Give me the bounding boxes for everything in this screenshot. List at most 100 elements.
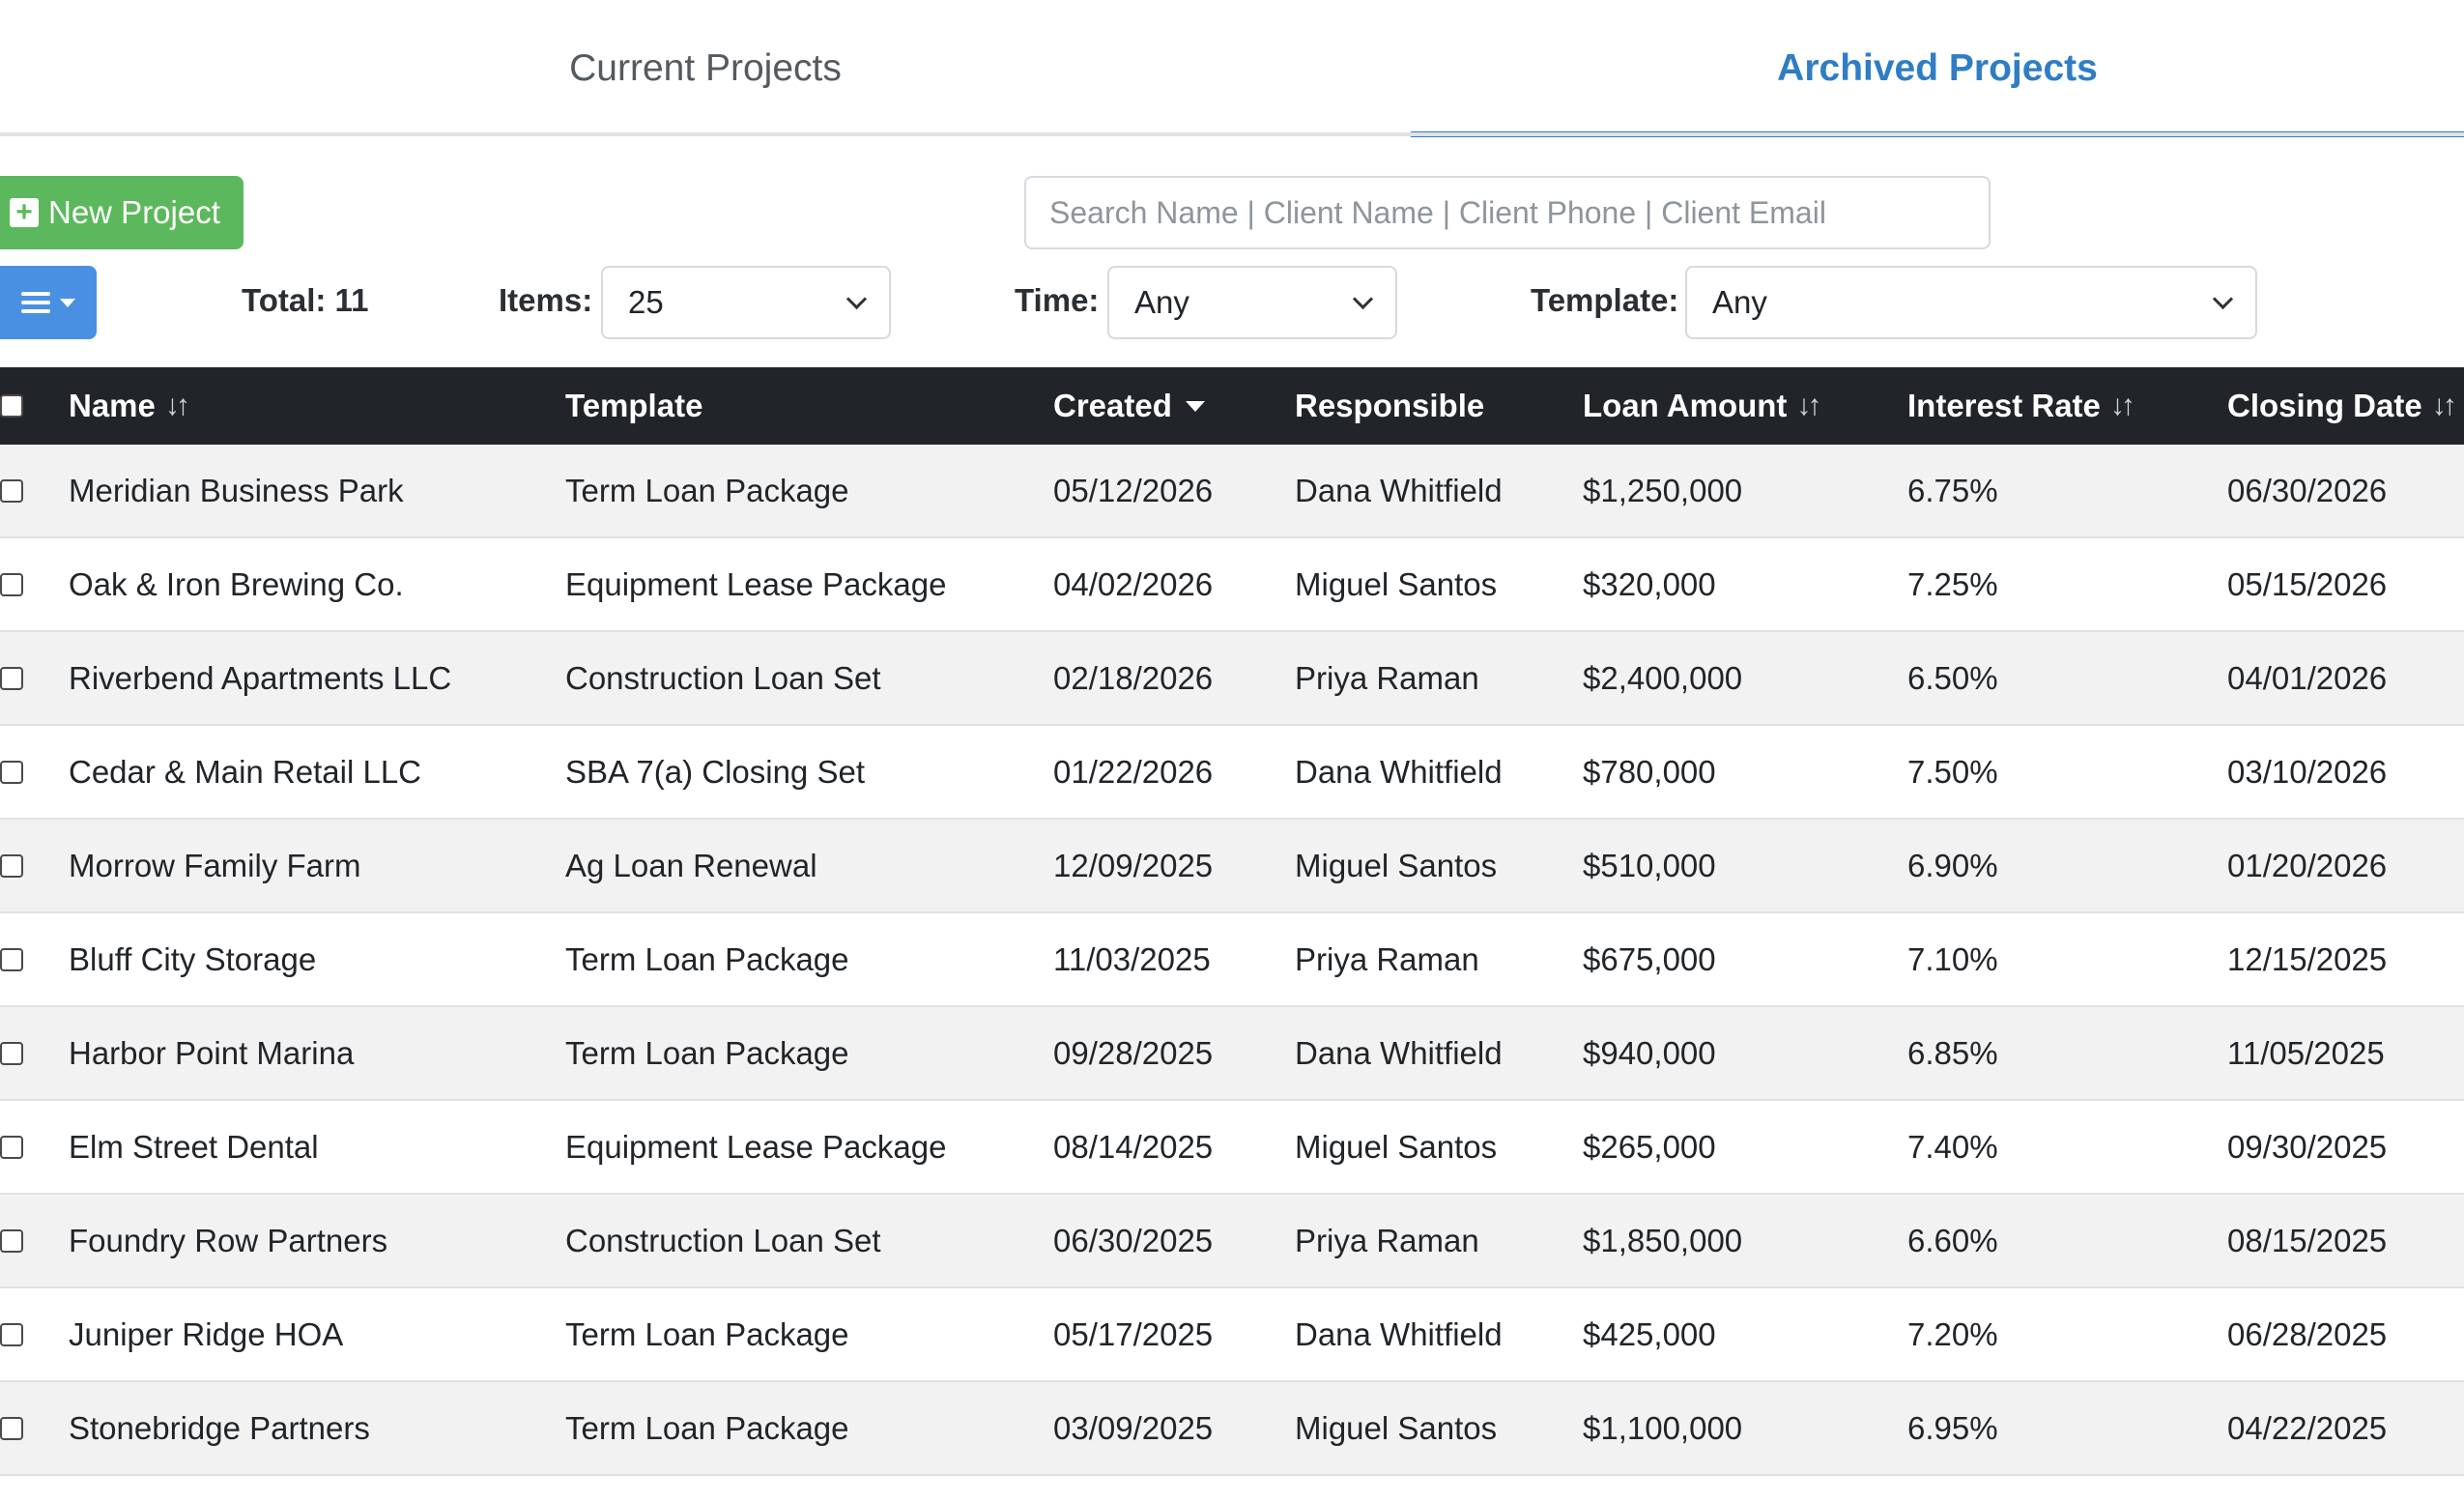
table-row[interactable]: Bluff City Storage Term Loan Package 11/… xyxy=(0,913,2464,1007)
chevron-down-icon xyxy=(1352,288,1374,309)
cell-responsible: Dana Whitfield xyxy=(1295,1315,1503,1352)
table-row[interactable]: Oak & Iron Brewing Co. Equipment Lease P… xyxy=(0,538,2464,632)
new-project-button[interactable]: + New Project xyxy=(0,176,244,249)
template-filter-value: Any xyxy=(1712,284,1767,320)
row-select-cell xyxy=(0,726,23,818)
items-label: Items: xyxy=(499,282,593,318)
cell-responsible: Miguel Santos xyxy=(1295,1128,1498,1165)
tab-current-projects-label: Current Projects xyxy=(569,47,842,89)
projects-table: Name ↓↑ Template Created Responsible Loa… xyxy=(0,367,2464,1476)
cell-created: 12/09/2025 xyxy=(1053,847,1214,883)
row-checkbox[interactable] xyxy=(0,760,23,784)
cell-interest-rate: 6.50% xyxy=(1907,659,1998,696)
tab-current-projects[interactable]: Current Projects xyxy=(0,0,1411,137)
search-input[interactable] xyxy=(1024,176,1991,249)
cell-responsible: Priya Raman xyxy=(1295,659,1479,696)
row-checkbox[interactable] xyxy=(0,1416,23,1440)
tab-archived-projects[interactable]: Archived Projects xyxy=(1411,0,2464,137)
cell-template: Construction Loan Set xyxy=(565,1222,881,1258)
cell-template: Equipment Lease Package xyxy=(565,565,947,602)
cell-name[interactable]: Cedar & Main Retail LLC xyxy=(69,753,421,790)
cell-template: Term Loan Package xyxy=(565,1409,849,1446)
cell-closing-date: 06/28/2025 xyxy=(2227,1315,2388,1352)
column-header-name-label: Name xyxy=(69,388,156,423)
column-header-name[interactable]: Name ↓↑ xyxy=(69,367,190,445)
column-header-responsible-label: Responsible xyxy=(1295,388,1485,423)
row-checkbox[interactable] xyxy=(0,1228,23,1253)
cell-loan-amount: $940,000 xyxy=(1583,1034,1716,1071)
template-filter-select[interactable]: Any xyxy=(1685,266,2257,339)
cell-interest-rate: 6.75% xyxy=(1907,472,1998,508)
row-checkbox[interactable] xyxy=(0,666,23,690)
table-row[interactable]: Meridian Business Park Term Loan Package… xyxy=(0,445,2464,538)
plus-square-icon: + xyxy=(10,198,39,227)
row-checkbox[interactable] xyxy=(0,572,23,596)
table-row[interactable]: Juniper Ridge HOA Term Loan Package 05/1… xyxy=(0,1288,2464,1382)
cell-name[interactable]: Morrow Family Farm xyxy=(69,847,361,883)
cell-closing-date: 08/15/2025 xyxy=(2227,1222,2388,1258)
cell-created: 09/28/2025 xyxy=(1053,1034,1214,1071)
cell-loan-amount: $1,250,000 xyxy=(1583,472,1743,508)
row-select-cell xyxy=(0,820,23,911)
row-checkbox[interactable] xyxy=(0,1322,23,1346)
table-row[interactable]: Riverbend Apartments LLC Construction Lo… xyxy=(0,632,2464,726)
cell-name[interactable]: Harbor Point Marina xyxy=(69,1034,355,1071)
tabs-divider xyxy=(0,132,2464,136)
new-project-label: New Project xyxy=(48,194,220,230)
cell-closing-date: 06/30/2026 xyxy=(2227,472,2388,508)
column-header-interest-rate-label: Interest Rate xyxy=(1907,388,2101,423)
time-filter-select[interactable]: Any xyxy=(1107,266,1397,339)
row-checkbox[interactable] xyxy=(0,1041,23,1065)
cell-loan-amount: $425,000 xyxy=(1583,1315,1716,1352)
cell-created: 08/14/2025 xyxy=(1053,1128,1214,1165)
bulk-actions-menu-button[interactable] xyxy=(0,266,97,339)
row-select-cell xyxy=(0,538,23,630)
table-row[interactable]: Morrow Family Farm Ag Loan Renewal 12/09… xyxy=(0,820,2464,913)
row-checkbox[interactable] xyxy=(0,947,23,971)
cell-interest-rate: 6.90% xyxy=(1907,847,1998,883)
cell-name[interactable]: Oak & Iron Brewing Co. xyxy=(69,565,404,602)
cell-closing-date: 05/15/2026 xyxy=(2227,565,2388,602)
hamburger-menu-icon xyxy=(21,292,50,313)
table-row[interactable]: Cedar & Main Retail LLC SBA 7(a) Closing… xyxy=(0,726,2464,820)
cell-closing-date: 04/22/2025 xyxy=(2227,1409,2388,1446)
chevron-down-icon xyxy=(2212,288,2234,309)
cell-name[interactable]: Meridian Business Park xyxy=(69,472,404,508)
cell-name[interactable]: Juniper Ridge HOA xyxy=(69,1315,344,1352)
caret-down-icon xyxy=(60,298,75,307)
cell-created: 11/03/2025 xyxy=(1053,940,1211,977)
table-row[interactable]: Harbor Point Marina Term Loan Package 09… xyxy=(0,1007,2464,1101)
table-row[interactable]: Stonebridge Partners Term Loan Package 0… xyxy=(0,1382,2464,1476)
select-all-checkbox[interactable] xyxy=(0,394,23,418)
column-header-closing-date[interactable]: Closing Date ↓↑ xyxy=(2227,367,2457,445)
column-header-responsible: Responsible xyxy=(1295,367,1484,445)
cell-loan-amount: $780,000 xyxy=(1583,753,1716,790)
cell-interest-rate: 6.60% xyxy=(1907,1222,1998,1258)
row-checkbox[interactable] xyxy=(0,478,23,503)
cell-closing-date: 04/01/2026 xyxy=(2227,659,2388,696)
column-header-loan-amount[interactable]: Loan Amount ↓↑ xyxy=(1583,367,1821,445)
sort-arrows-icon: ↓↑ xyxy=(1796,390,1821,421)
cell-name[interactable]: Elm Street Dental xyxy=(69,1128,319,1165)
row-checkbox[interactable] xyxy=(0,853,23,878)
cell-template: Term Loan Package xyxy=(565,1034,849,1071)
total-count: Total: 11 xyxy=(242,282,369,318)
cell-name[interactable]: Stonebridge Partners xyxy=(69,1409,370,1446)
cell-created: 02/18/2026 xyxy=(1053,659,1214,696)
cell-name[interactable]: Riverbend Apartments LLC xyxy=(69,659,452,696)
column-header-created-label: Created xyxy=(1053,388,1172,423)
row-checkbox[interactable] xyxy=(0,1135,23,1159)
items-per-page-select[interactable]: 25 xyxy=(601,266,891,339)
cell-responsible: Dana Whitfield xyxy=(1295,753,1503,790)
cell-name[interactable]: Bluff City Storage xyxy=(69,940,317,977)
table-row[interactable]: Foundry Row Partners Construction Loan S… xyxy=(0,1195,2464,1288)
table-row[interactable]: Elm Street Dental Equipment Lease Packag… xyxy=(0,1101,2464,1195)
cell-name[interactable]: Foundry Row Partners xyxy=(69,1222,388,1258)
column-header-interest-rate[interactable]: Interest Rate ↓↑ xyxy=(1907,367,2135,445)
cell-closing-date: 01/20/2026 xyxy=(2227,847,2388,883)
cell-interest-rate: 6.95% xyxy=(1907,1409,1998,1446)
column-header-created[interactable]: Created xyxy=(1053,367,1205,445)
column-header-template-label: Template xyxy=(565,388,703,423)
cell-template: Construction Loan Set xyxy=(565,659,881,696)
